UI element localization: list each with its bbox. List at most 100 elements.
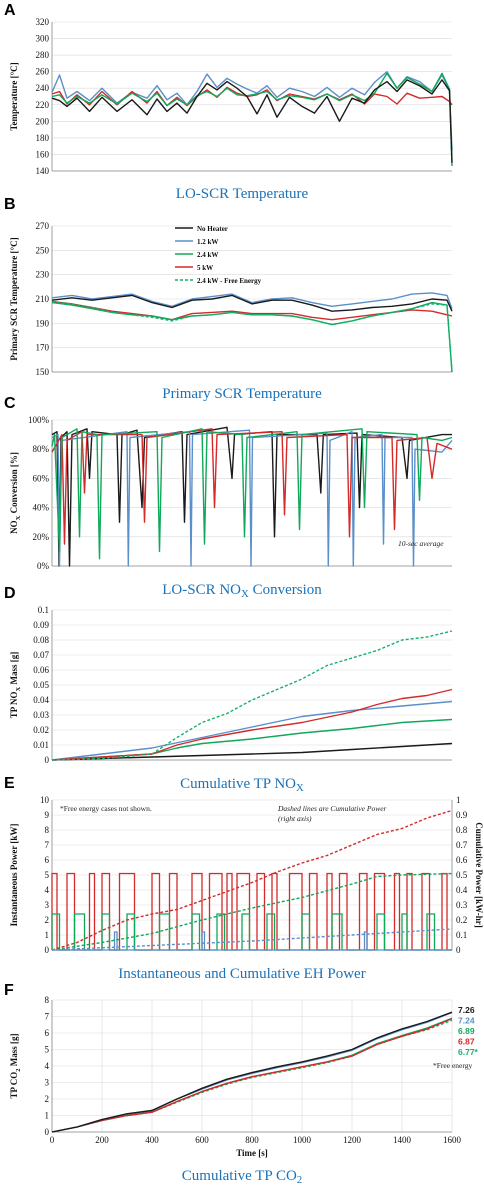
x-tick-label: 400 xyxy=(145,1135,159,1145)
series-pulse-kw12 xyxy=(52,931,452,951)
y-axis-label: Instantaneous Power [kW] xyxy=(9,824,19,927)
note-free-energy: *Free energy cases not shown. xyxy=(60,804,152,813)
end-value-label: 6.89 xyxy=(458,1026,475,1036)
end-value-label: 6.77* xyxy=(458,1047,479,1057)
x-tick-label: 1000 xyxy=(293,1135,312,1145)
y-tick-label: 0.08 xyxy=(33,635,49,645)
series-line-kw24 xyxy=(51,428,453,560)
panel-caption: Primary SCR Temperature xyxy=(162,386,322,402)
y-tick-label: 0 xyxy=(45,755,50,765)
x-axis-label: Time [s] xyxy=(236,1148,268,1158)
y-tick-label: 0.04 xyxy=(33,695,49,705)
y-tick-label: 60% xyxy=(33,473,50,483)
panel-B: B 150 170 190 210 230 250 270 Primary SCR Temper… xyxy=(4,196,453,402)
end-value-label: 6.87 xyxy=(458,1037,475,1047)
legend-label: 1.2 kW xyxy=(197,238,218,246)
y-tick-label: 5 xyxy=(45,870,50,880)
y-tick-label: 7 xyxy=(45,1012,50,1022)
y-tick-label: 20% xyxy=(33,532,50,542)
y-axis-label: NOX Conversion [%] xyxy=(9,452,22,534)
panel-label: F xyxy=(4,982,14,999)
legend-label: 2.4 kW xyxy=(197,251,218,259)
y-tick-label: 150 xyxy=(36,367,50,377)
y-tick-label: 170 xyxy=(36,343,50,353)
y-tick-label: 0 xyxy=(45,945,50,955)
series-line-kw5 xyxy=(51,1017,453,1133)
series-line-kw12 xyxy=(51,928,453,951)
x-tick-label: 1200 xyxy=(343,1135,362,1145)
series-line-free xyxy=(51,300,453,373)
series-line-kw12 xyxy=(51,700,453,761)
footnote: *Free energy xyxy=(433,1061,472,1070)
panel-A: A 140 160 180 200 220 240 260 280 300 320 Temperatu… xyxy=(4,2,453,202)
series-line-kw24 xyxy=(51,72,453,167)
panel-caption: LO-SCR NOX Conversion xyxy=(162,582,322,600)
y-right-tick-label: 0.3 xyxy=(456,900,468,910)
x-tick-label: 800 xyxy=(245,1135,259,1145)
x-tick-label: 1600 xyxy=(443,1135,462,1145)
series-line-kw24 xyxy=(51,872,453,951)
y-tick-label: 180 xyxy=(36,133,50,143)
y-tick-label: 8 xyxy=(45,995,50,1005)
x-tick-label: 1400 xyxy=(393,1135,412,1145)
series-line-free xyxy=(51,630,453,761)
y-tick-label: 210 xyxy=(36,294,50,304)
series-pulse-kw5 xyxy=(51,872,452,951)
y-tick-label: 0.07 xyxy=(33,650,49,660)
series-line-kw5 xyxy=(51,86,453,107)
y-tick-label: 280 xyxy=(36,50,50,60)
y-tick-label: 1 xyxy=(45,1111,50,1121)
y-right-tick-label: 0.1 xyxy=(456,930,467,940)
panel-label: B xyxy=(4,196,16,213)
panel-F: F 0 1 2 3 4 5 6 7 8 0 200 400 600 800 1000 1200 1400 1600 T… xyxy=(4,982,479,1186)
series-line-no_heater xyxy=(51,294,453,312)
y-axis-label-right: Cumulative Power [kW-hr] xyxy=(474,822,484,928)
y-tick-label: 10 xyxy=(40,795,50,805)
y-right-tick-label: 0 xyxy=(456,945,461,955)
y-tick-label: 0 xyxy=(45,1127,50,1137)
panel-label: D xyxy=(4,585,16,602)
y-tick-label: 0.02 xyxy=(33,725,49,735)
x-tick-label: 200 xyxy=(95,1135,109,1145)
y-tick-label: 3 xyxy=(45,900,50,910)
panel-C: C 0% 20% 40% 60% 80% 100% NOX Conversion [%] 10-… xyxy=(4,395,453,600)
note-dashed: Dashed lines are Cumulative Power xyxy=(277,804,387,813)
series-line-no_heater xyxy=(51,426,452,567)
y-tick-label: 6 xyxy=(45,1028,50,1038)
y-tick-label: 6 xyxy=(45,855,50,865)
y-right-tick-label: 0.9 xyxy=(456,810,468,820)
y-right-tick-label: 0.8 xyxy=(456,825,468,835)
series-line-kw12 xyxy=(51,292,453,309)
panel-E: E 0 1 2 3 4 5 6 7 8 9 10 0 0.1 0.2 0.3 0.4 0.5 0.6 0.7 0.8 0.… xyxy=(4,775,484,982)
y-tick-label: 2 xyxy=(45,915,50,925)
panel-caption: Instantaneous and Cumulative EH Power xyxy=(118,966,365,982)
y-right-tick-label: 0.6 xyxy=(456,855,468,865)
y-tick-label: 140 xyxy=(36,166,50,176)
legend-label: 2.4 kW - Free Energy xyxy=(197,277,262,285)
series-line-no_heater xyxy=(51,79,453,163)
y-tick-label: 80% xyxy=(33,444,50,454)
series-line-no_heater xyxy=(51,1011,453,1133)
y-tick-label: 320 xyxy=(36,17,50,27)
y-tick-label: 40% xyxy=(33,503,50,513)
y-right-tick-label: 0.7 xyxy=(456,840,468,850)
annotation: 10-sec average xyxy=(398,539,444,548)
note-dashed-axis: (right axis) xyxy=(278,814,312,823)
panel-label: C xyxy=(4,395,16,412)
y-tick-label: 4 xyxy=(45,885,50,895)
y-tick-label: 0.03 xyxy=(33,710,49,720)
y-tick-label: 9 xyxy=(45,810,50,820)
y-right-tick-label: 0.2 xyxy=(456,915,467,925)
series-line-kw12 xyxy=(51,71,453,151)
x-tick-label: 600 xyxy=(195,1135,209,1145)
y-axis-label: Primary SCR Temperature [°C] xyxy=(9,237,19,360)
y-tick-label: 8 xyxy=(45,825,50,835)
y-tick-label: 4 xyxy=(45,1061,50,1071)
x-tick-label: 0 xyxy=(50,1135,55,1145)
y-tick-label: 250 xyxy=(36,245,50,255)
legend-label: No Heater xyxy=(197,225,228,233)
y-tick-label: 0.1 xyxy=(38,605,49,615)
y-tick-label: 270 xyxy=(36,221,50,231)
y-right-tick-label: 1 xyxy=(456,795,461,805)
